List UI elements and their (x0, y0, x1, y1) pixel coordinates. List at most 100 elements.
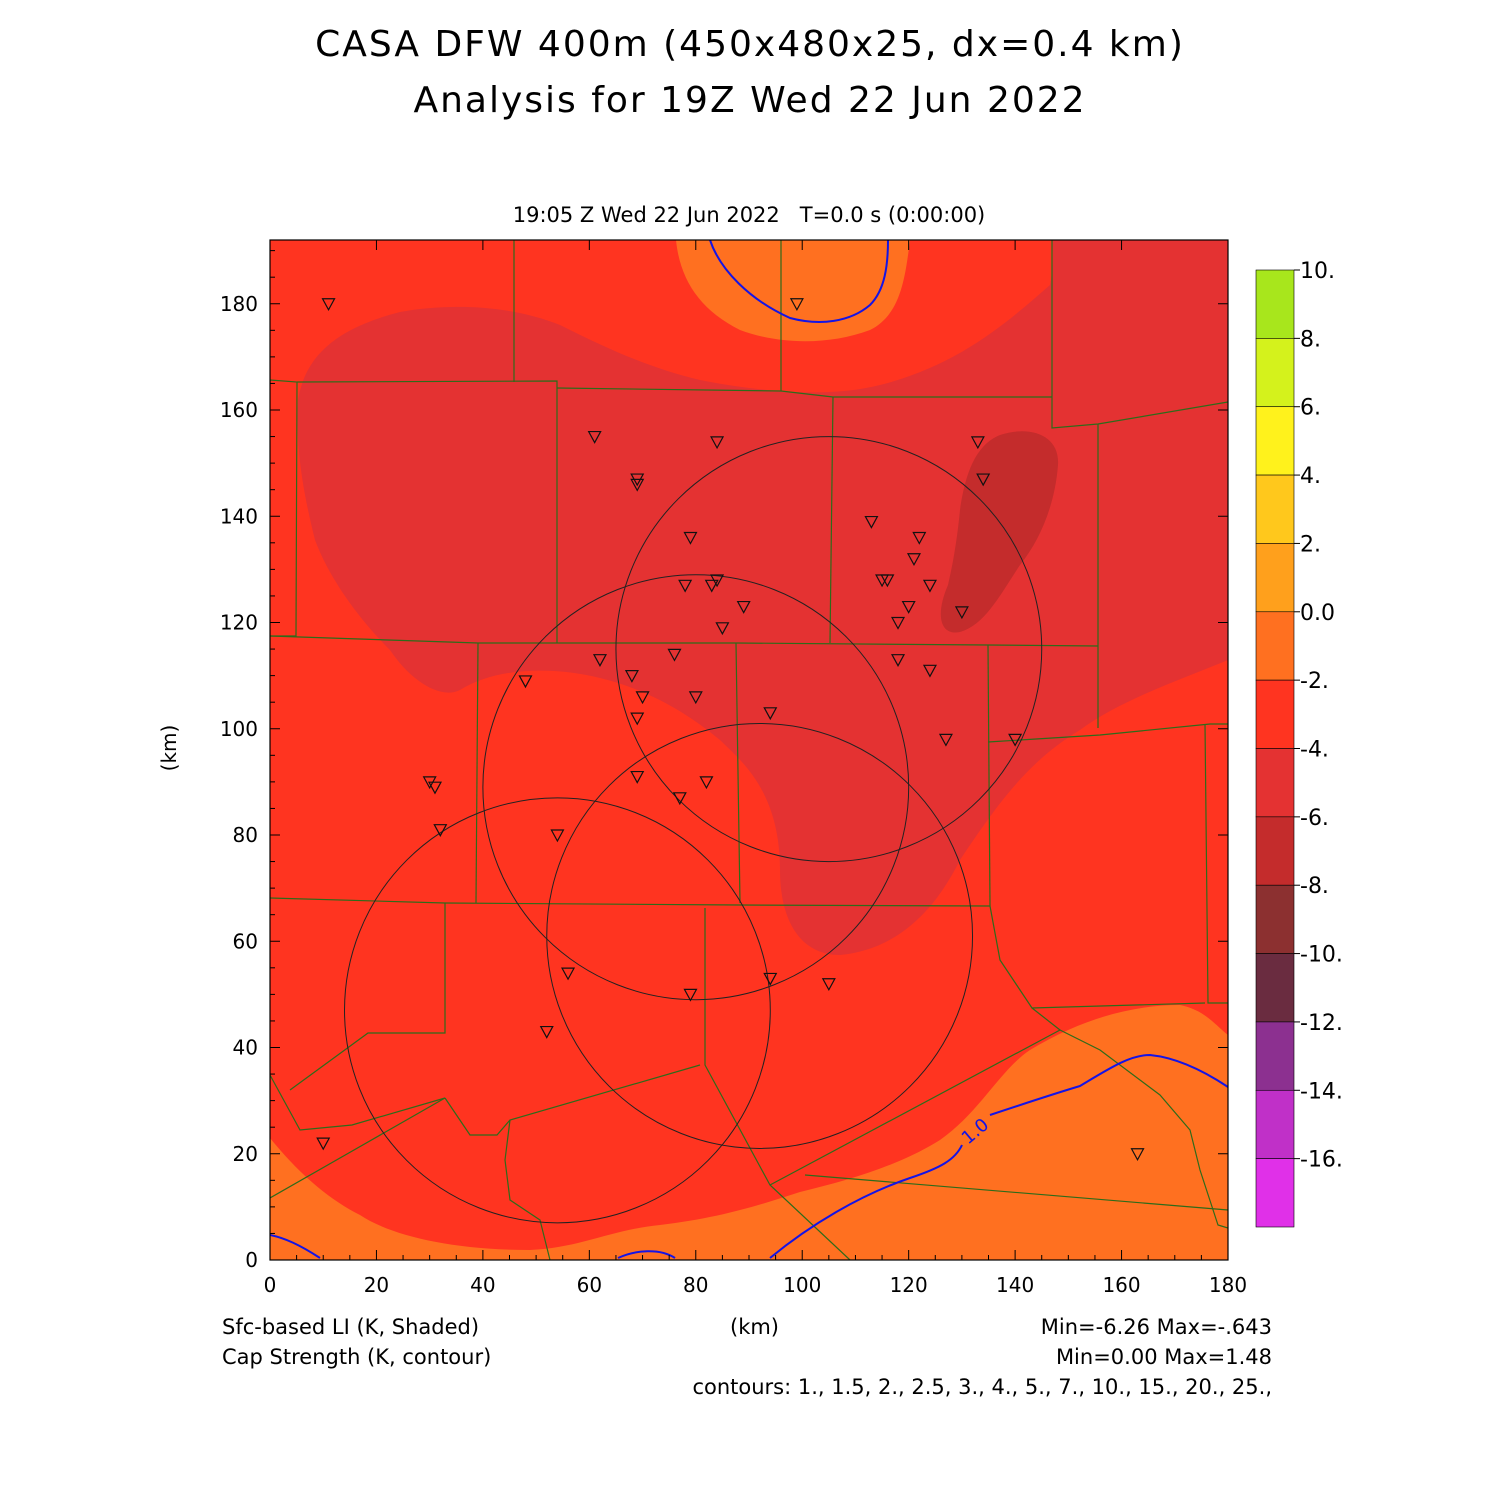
colorbar-label: -16. (1300, 1148, 1343, 1173)
station-marker (683, 988, 698, 1002)
station-marker (763, 972, 778, 986)
colorbar-label: -2. (1300, 669, 1329, 694)
chart-subtitle: Analysis for 19Z Wed 22 Jun 2022 (413, 80, 1087, 121)
station-marker (624, 670, 639, 683)
station-marker (704, 579, 719, 593)
map-plot-area: 1.0 (270, 240, 1228, 1260)
colorbar-swatch (1255, 953, 1295, 1023)
y-tick-label: 160 (220, 398, 258, 422)
colorbar-swatch (1255, 816, 1295, 886)
station-marker (433, 824, 448, 837)
station-marker (587, 430, 602, 444)
colorbar-swatch (1255, 748, 1295, 818)
radar-ring (344, 797, 771, 1224)
x-tick-label: 140 (996, 1273, 1034, 1297)
station-marker (976, 473, 991, 487)
observation-stations (316, 298, 1145, 1162)
station-marker (864, 515, 879, 529)
station-marker (427, 781, 442, 795)
station-marker (1008, 733, 1023, 747)
station-marker (561, 967, 576, 981)
station-marker (901, 600, 916, 614)
station-marker (891, 616, 906, 630)
colorbar-label: 2. (1300, 532, 1321, 557)
x-tick-label: 180 (1209, 1273, 1247, 1297)
colorbar-label: 6. (1300, 396, 1321, 421)
contour-range: Min=0.00 Max=1.48 (1055, 1345, 1272, 1369)
station-marker (699, 776, 714, 790)
station-marker (630, 478, 645, 492)
shaded-field-label: Sfc-based LI (K, Shaded) (222, 1315, 480, 1339)
colorbar-swatch (1255, 611, 1295, 681)
colorbar-swatch (1255, 474, 1295, 544)
colorbar-swatch (1255, 1089, 1295, 1159)
radar-ring (482, 574, 910, 1001)
radar-range-rings (344, 436, 1043, 1224)
x-tick-label: 0 (264, 1273, 277, 1297)
colorbar-label: -12. (1300, 1011, 1343, 1036)
colorbar-swatch (1255, 406, 1295, 476)
station-marker (316, 1137, 331, 1151)
station-marker (630, 770, 645, 784)
station-marker (688, 691, 703, 705)
y-tick-label: 100 (220, 717, 258, 741)
station-marker (891, 654, 906, 667)
station-marker (912, 531, 927, 545)
y-tick-label: 20 (233, 1142, 258, 1166)
x-tick-label: 160 (1102, 1273, 1140, 1297)
x-axis: 0 20 40 60 80 100 120 140 160 180 (264, 240, 1247, 1297)
y-tick-label: 40 (233, 1036, 258, 1060)
colorbar-swatch (1255, 1021, 1295, 1091)
valid-time: 19:05 Z Wed 22 Jun 2022 T=0.0 s (0:00:00… (512, 203, 986, 227)
x-tick-label: 20 (364, 1273, 389, 1297)
station-marker (970, 436, 985, 450)
station-marker (518, 675, 533, 689)
y-axis-label: (km) (157, 725, 181, 772)
county-boundaries (270, 240, 1228, 1260)
station-marker (736, 600, 751, 614)
colorbar-label: -10. (1300, 943, 1343, 968)
station-marker (938, 733, 953, 747)
station-marker (880, 574, 895, 588)
contour-field-label: Cap Strength (K, contour) (222, 1345, 492, 1369)
colorbar-label: 8. (1300, 327, 1321, 352)
colorbar-label: -14. (1300, 1079, 1343, 1104)
station-marker (630, 712, 645, 726)
station-marker (710, 436, 725, 450)
station-marker (789, 298, 804, 312)
station-marker (1130, 1148, 1145, 1162)
station-marker (635, 691, 650, 705)
x-tick-label: 100 (783, 1273, 821, 1297)
chart-title: CASA DFW 400m (450x480x25, dx=0.4 km) (315, 24, 1185, 65)
colorbar-label: -4. (1300, 738, 1329, 763)
colorbar-swatch (1255, 543, 1295, 613)
contour-levels: contours: 1., 1.5, 2., 2.5, 3., 4., 5., … (692, 1375, 1272, 1399)
colorbar-swatch (1255, 679, 1295, 749)
shaded-range: Min=-6.26 Max=-.643 (1040, 1315, 1272, 1339)
y-tick-label: 80 (233, 823, 258, 847)
cap-strength-contours (270, 240, 1228, 1259)
radar-ring (546, 722, 974, 1149)
x-tick-label: 120 (890, 1273, 928, 1297)
station-marker (592, 654, 607, 667)
station-marker (321, 298, 336, 312)
station-marker (667, 648, 682, 662)
radar-ring (615, 436, 1043, 863)
y-tick-label: 0 (245, 1248, 258, 1272)
station-marker (683, 531, 698, 545)
li-band-minus8-minus6 (940, 431, 1059, 633)
colorbar: 10. 8. 6. 4. 2. 0.0 -2. -4. -6. -8. -10. -12. -14. -1… (1255, 259, 1343, 1228)
y-tick-label: 180 (220, 292, 258, 316)
colorbar-swatch (1255, 338, 1295, 408)
colorbar-swatch (1255, 884, 1295, 954)
colorbar-label: 10. (1300, 259, 1335, 284)
station-marker (672, 792, 687, 806)
colorbar-label: 4. (1300, 464, 1321, 489)
li-band-minus6-minus4 (297, 240, 1228, 955)
li-band-minus2-0-south (270, 1005, 1228, 1260)
station-marker (922, 664, 937, 678)
station-marker (821, 978, 836, 992)
colorbar-swatch (1255, 269, 1295, 339)
station-marker (539, 1025, 554, 1039)
colorbar-label: 0.0 (1300, 601, 1335, 626)
